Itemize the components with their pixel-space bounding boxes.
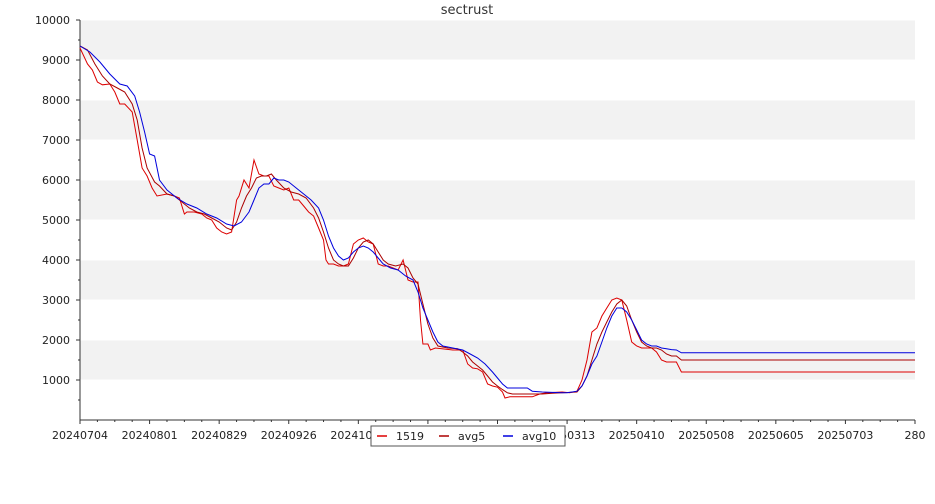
band [80, 220, 915, 260]
x-tick-label: 20250605 [748, 429, 804, 442]
band [80, 180, 915, 220]
gridlines [80, 19, 915, 381]
legend-label-avg5: avg5 [458, 430, 485, 443]
y-tick-label: 6000 [42, 174, 70, 187]
band [80, 300, 915, 340]
band [80, 380, 915, 420]
background-bands [80, 20, 915, 420]
y-tick-label: 9000 [42, 54, 70, 67]
band [80, 140, 915, 180]
y-tick-label: 5000 [42, 214, 70, 227]
y-tick-label: 4000 [42, 254, 70, 267]
x-tick-label: 20240829 [191, 429, 247, 442]
y-tick-label: 3000 [42, 294, 70, 307]
y-tick-label: 1000 [42, 374, 70, 387]
band [80, 20, 915, 60]
band [80, 60, 915, 100]
x-tick-label: 20250508 [678, 429, 734, 442]
y-tick-label: 8000 [42, 94, 70, 107]
x-tick-label: 20240801 [122, 429, 178, 442]
legend-label-1519: 1519 [396, 430, 424, 443]
x-tick-label: 280 [905, 429, 926, 442]
x-tick-label: 20250410 [609, 429, 665, 442]
band [80, 100, 915, 140]
x-tick-label: 20240704 [52, 429, 108, 442]
y-tick-label: 7000 [42, 134, 70, 147]
chart-title: sectrust [441, 3, 493, 18]
series-lines [79, 45, 915, 399]
y-tick-label: 2000 [42, 334, 70, 347]
series-line-1519 [79, 47, 915, 399]
series-line-avg10 [79, 45, 915, 394]
legend-box [370, 425, 566, 447]
x-tick-label: 20250703 [817, 429, 873, 442]
x-tick-label: 20240926 [261, 429, 317, 442]
series-line-avg5 [79, 45, 915, 395]
legend-label-avg10: avg10 [522, 430, 556, 443]
legend: 1519 avg5 avg10 [370, 425, 566, 447]
band [80, 260, 915, 300]
y-tick-label: 10000 [35, 14, 70, 27]
